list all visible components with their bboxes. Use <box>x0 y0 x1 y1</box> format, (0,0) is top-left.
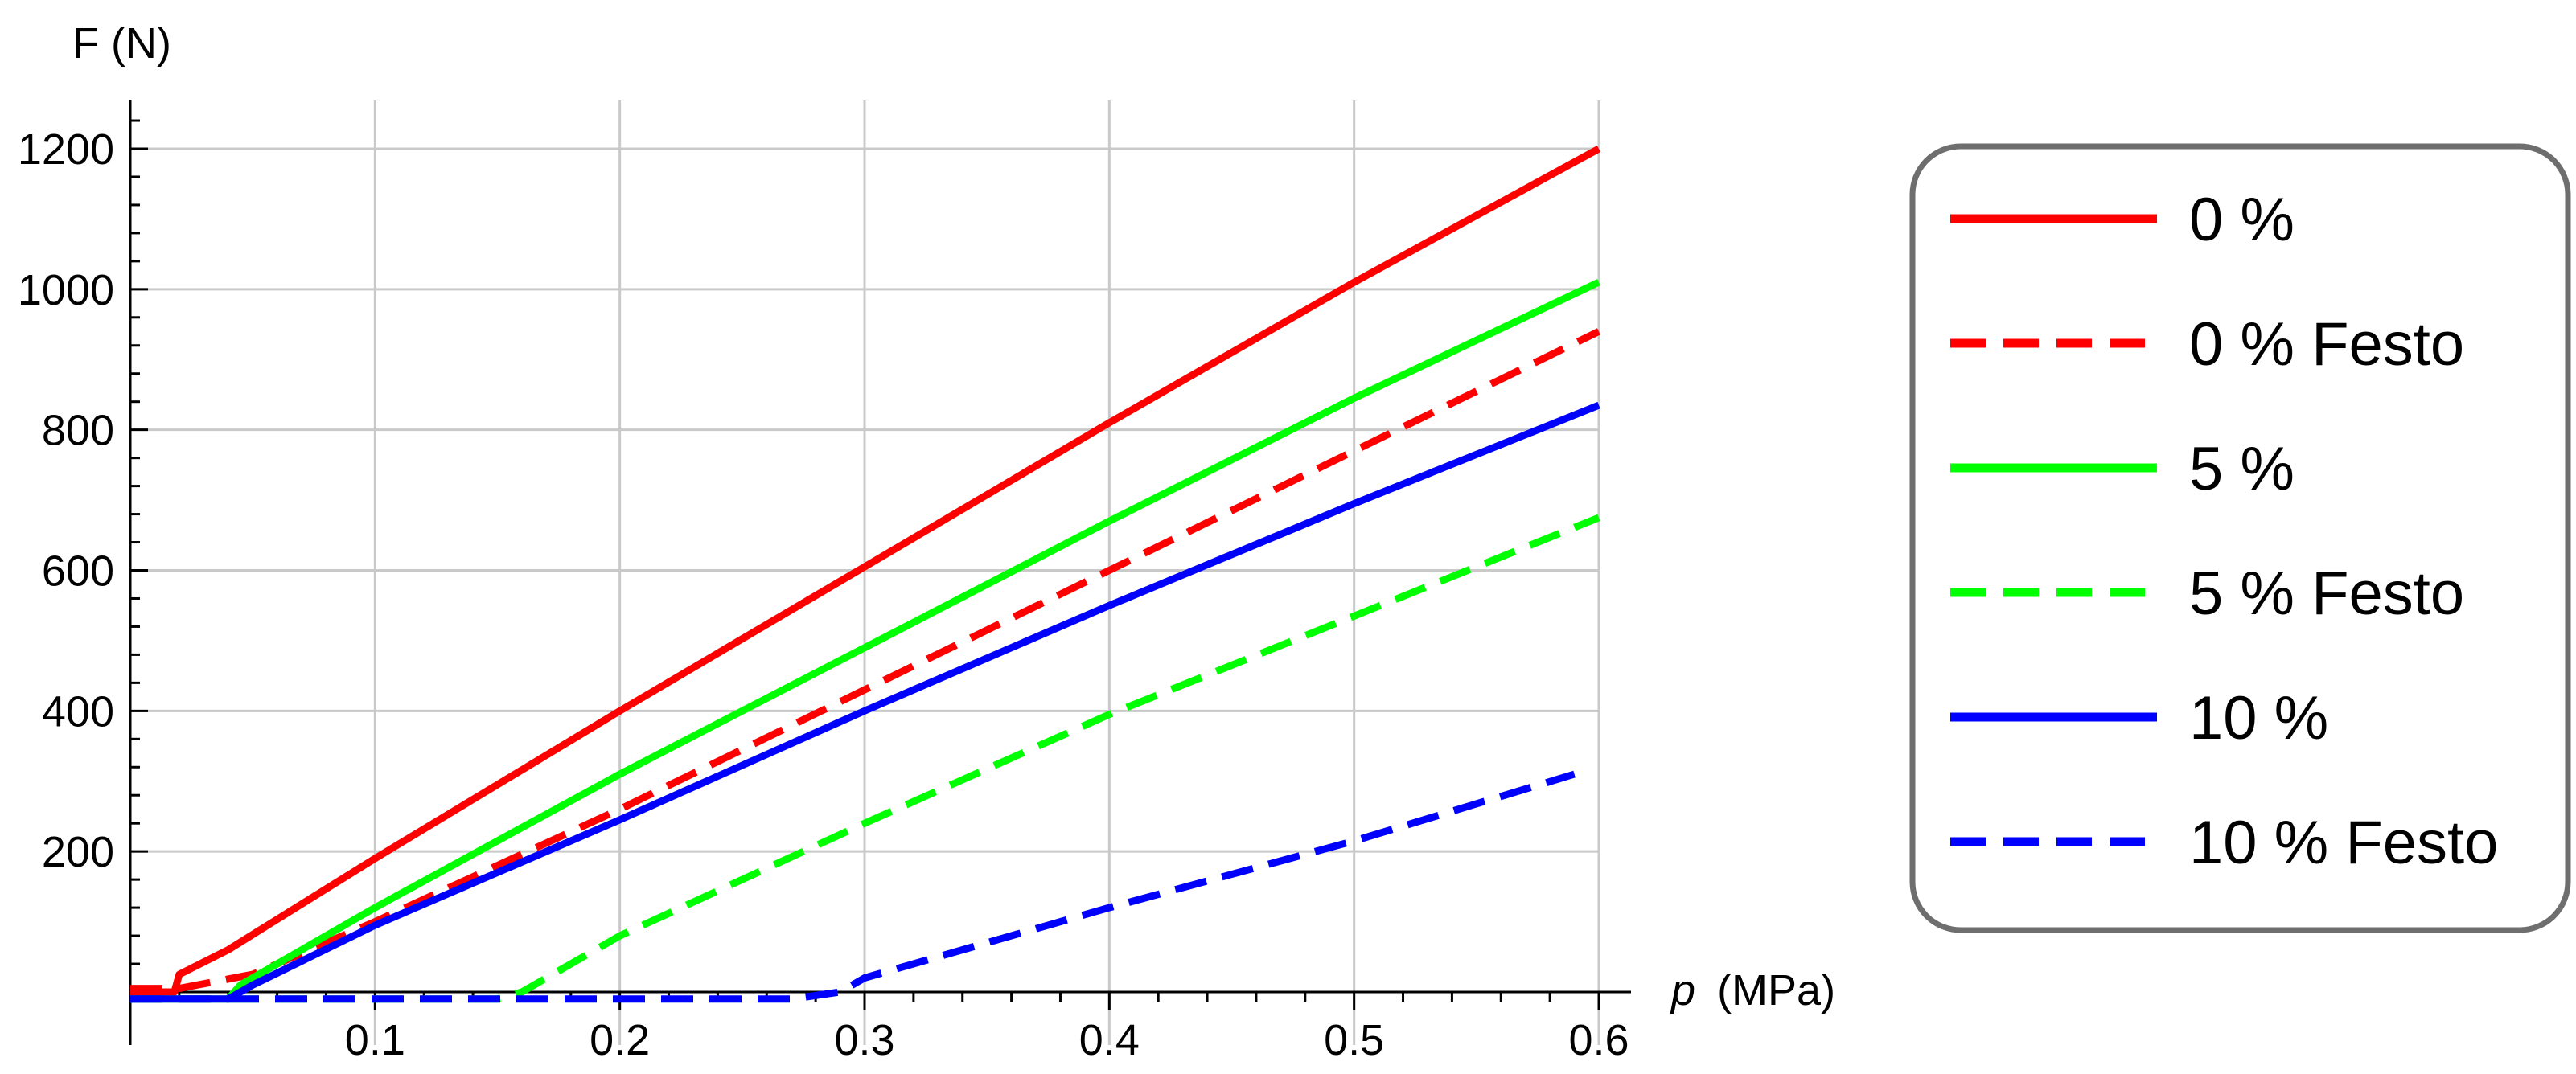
series-line-2 <box>130 328 1600 993</box>
y-tick-label: 400 <box>42 687 114 736</box>
series-line-6 <box>130 770 1576 1003</box>
y-axis-title: F (N) <box>72 19 171 68</box>
x-tick-label: 0.2 <box>590 1016 650 1064</box>
y-tick-label: 1200 <box>18 125 114 174</box>
x-axis-title-unit: (MPa) <box>1717 966 1835 1015</box>
legend-label-4: 5 % Festo <box>2189 560 2464 628</box>
legend-label-5: 10 % <box>2189 684 2328 752</box>
ticks: 0.1 0.2 0.3 0.4 0.5 0.6 200 400 600 800 1000 1200 <box>18 119 1629 1064</box>
x-axis-title: p (MPa) <box>1670 966 1835 1015</box>
axes <box>129 100 1631 1045</box>
legend: 0 % 0 % Festo 5 % 5 % Festo 10 % 10 % Festo <box>1909 143 2571 933</box>
grid <box>130 100 1600 1045</box>
legend-label-6: 10 % Festo <box>2189 809 2498 877</box>
legend-label-1: 0 % <box>2189 186 2295 254</box>
x-tick-label: 0.4 <box>1079 1016 1140 1064</box>
series-lines <box>130 146 1601 1003</box>
x-tick-label: 0.5 <box>1324 1016 1384 1064</box>
y-tick-label: 1000 <box>18 266 114 314</box>
y-tick-label: 600 <box>42 547 114 596</box>
x-tick-label: 0.3 <box>834 1016 894 1064</box>
legend-label-3: 5 % <box>2189 435 2295 503</box>
x-axis-title-symbol: p <box>1670 966 1695 1015</box>
series-line-1 <box>130 146 1601 996</box>
y-tick-label: 200 <box>42 828 114 876</box>
series-line-4 <box>130 514 1600 1003</box>
x-tick-label: 0.6 <box>1568 1016 1629 1064</box>
x-tick-label: 0.1 <box>345 1016 405 1064</box>
y-tick-label: 800 <box>42 407 114 455</box>
series-line-5 <box>130 401 1600 1003</box>
legend-label-2: 0 % Festo <box>2189 310 2464 379</box>
